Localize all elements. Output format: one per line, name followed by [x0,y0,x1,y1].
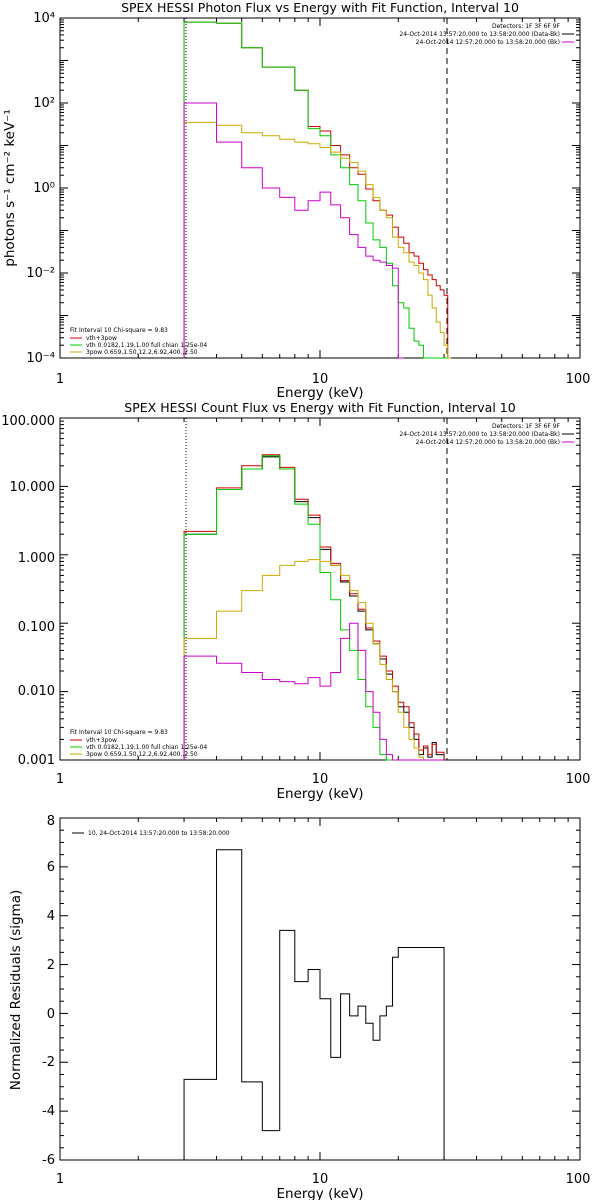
x-tick-label: 100 [566,372,591,387]
tick-marks [59,18,580,359]
fit-info-line: vth 0.0182,1.19,1.00 full chian 1.25e-04 [86,342,207,349]
legend-entry: 24-Oct-2014 12:57:20.000 to 13:58:20.000… [416,39,560,46]
y-tick-label: -2 [42,1055,55,1070]
fit-info-line: 3pow 0.659,1.50,12.2,6.92,400.,2.50 [86,349,198,356]
y-tick-label: 10² [33,96,55,111]
legend-entry: 10, 24-Oct-2014 13:57:20.000 to 13:58:20… [88,830,230,837]
y-tick-label: 10⁻² [26,266,55,281]
fit-info-line: vth+3pow [86,335,117,342]
series-3pow [183,121,452,359]
fit-info-line: vth+3pow [86,737,117,744]
y-tick-label: 0.010 [18,684,55,699]
y-tick-label: 0 [47,1007,55,1022]
chart-title: SPEX HESSI Count Flux vs Energy with Fit… [124,400,515,415]
residuals-panel: 1 10 100 -6 -4 -2 0 2 4 6 8 Energy (keV)… [8,814,590,1200]
x-tick-label: 10 [312,1172,329,1187]
y-tick-label: 8 [47,814,55,829]
series-group [183,21,452,359]
y-tick-label: 10⁴ [33,11,55,26]
detectors-label: Detectors: 1F 3F 6F 9F [492,423,561,430]
fit-info: Fit Interval 10 Chi-square = 9.83 vth+3p… [70,729,207,758]
series-group [183,454,445,761]
y-tick-label: 2 [47,958,55,973]
tick-marks [59,817,580,1161]
plot-frame [59,417,581,761]
y-tick-label: -6 [42,1153,55,1168]
y-tick-label: 6 [47,860,55,875]
y-axis-label: photons s⁻¹ cm⁻² keV⁻¹ [2,109,18,267]
series-3pow [183,559,445,761]
series-total [183,456,445,760]
series-total [183,849,445,1160]
y-tick-label: 0.100 [18,620,55,635]
fit-info-line: Fit Interval 10 Chi-square = 9.83 [70,729,168,736]
fit-info-line: vth 0.0182,1.19,1.00 full chian 1.25e-04 [86,744,207,751]
y-axis-label: Normalized Residuals (sigma) [8,890,24,1091]
series-bkg [183,102,404,359]
x-tick-label: 1 [56,372,64,387]
series-vth [183,21,448,359]
detectors-label: Detectors: 1F 3F 6F 9F [492,23,561,30]
fit-info-line: 3pow 0.659,1.50,12.2,6.92,400.,2.50 [86,751,198,758]
x-axis-label: Energy (keV) [277,385,364,401]
x-tick-label: 1 [56,772,64,787]
y-tick-label: 10⁰ [33,181,55,196]
plot-frame [59,17,581,359]
chart-title: SPEX HESSI Photon Flux vs Energy with Fi… [121,0,519,15]
legend: 10, 24-Oct-2014 13:57:20.000 to 13:58:20… [72,830,230,837]
x-tick-label: 10 [312,772,329,787]
legend: Detectors: 1F 3F 6F 9F 24-Oct-2014 13:57… [399,23,574,46]
y-tick-label: 10.000 [10,480,56,495]
legend-entry: 24-Oct-2014 13:57:20.000 to 13:58:20.000… [399,31,560,38]
y-tick-label: 4 [47,909,55,924]
series-group [183,849,445,1160]
fit-info: Fit Interval 10 Chi-square = 9.83 vth+3p… [70,327,207,356]
y-tick-label: -4 [42,1104,55,1119]
legend-entry: 24-Oct-2014 12:57:20.000 to 13:58:20.000… [416,439,560,446]
y-tick-label: 1.000 [18,551,55,566]
y-tick-label: 100.000 [1,414,55,429]
x-tick-label: 10 [312,372,329,387]
legend-entry: 24-Oct-2014 13:57:20.000 to 13:58:20.000… [399,431,560,438]
fit-info-line: Fit Interval 10 Chi-square = 9.83 [70,327,168,334]
x-tick-label: 100 [566,1172,591,1187]
x-axis-label: Energy (keV) [277,1186,364,1200]
legend: Detectors: 1F 3F 6F 9F 24-Oct-2014 13:57… [399,423,574,446]
y-tick-label: 10⁻⁴ [26,351,55,366]
x-tick-label: 1 [56,1172,64,1187]
series-sum_model [183,454,445,760]
x-axis-label: Energy (keV) [277,786,364,802]
series-vth [183,455,445,761]
y-tick-label: 0.001 [18,753,55,768]
tick-marks [59,418,580,761]
x-tick-label: 100 [566,772,591,787]
series-bkg [183,622,445,761]
count-flux-panel: SPEX HESSI Count Flux vs Energy with Fit… [1,400,590,802]
photon-flux-panel: SPEX HESSI Photon Flux vs Energy with Fi… [2,0,590,401]
